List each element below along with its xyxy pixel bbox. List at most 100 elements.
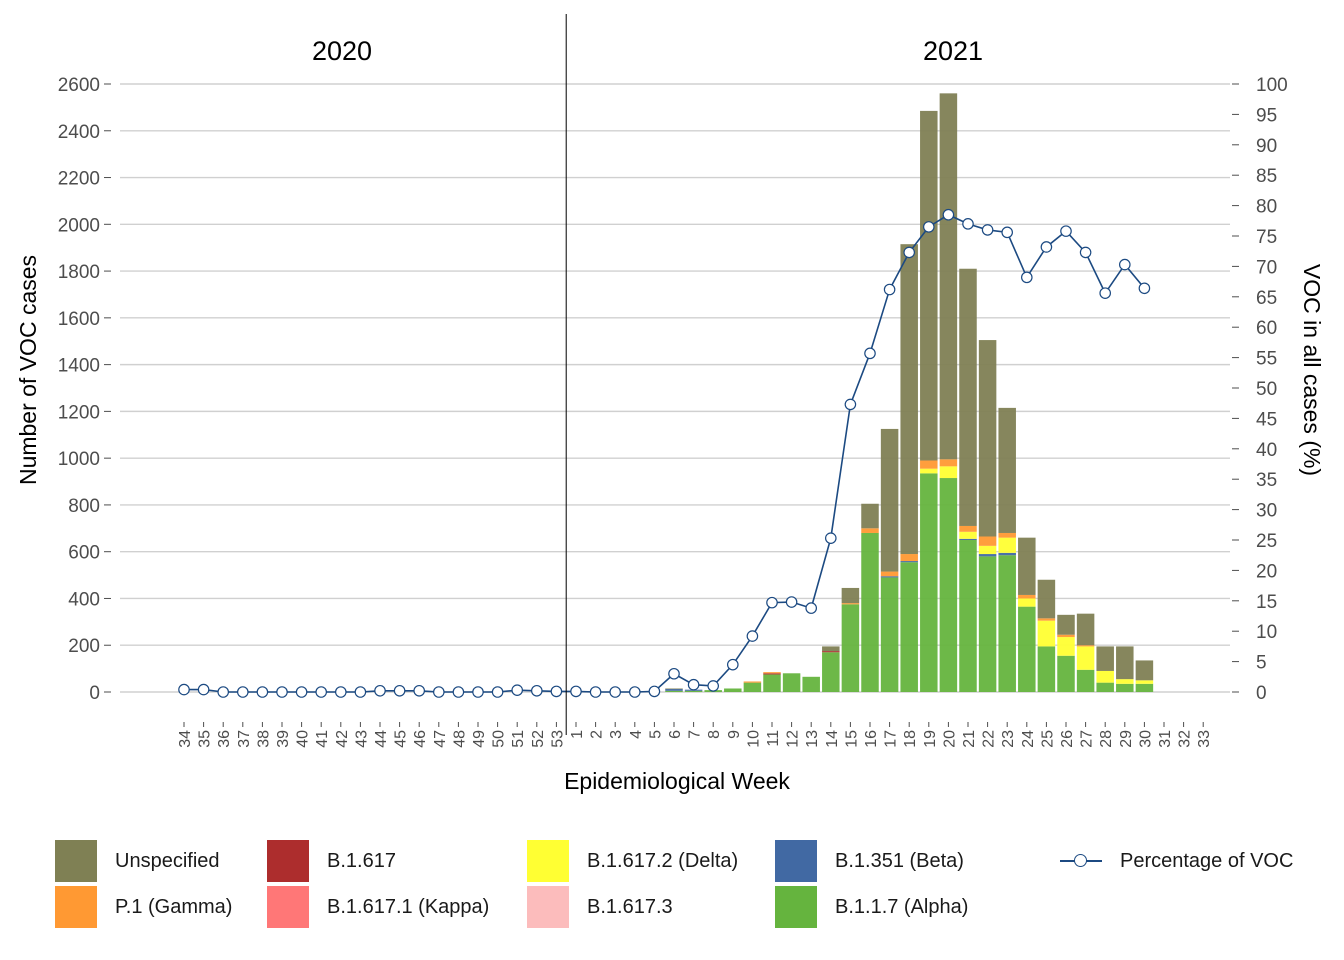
x-tick-label: 8 [706, 730, 723, 739]
bar-b-1-617-2-delta-wk24 [1018, 598, 1036, 607]
percentage-point [472, 686, 484, 698]
x-tick-label: 10 [745, 730, 762, 748]
bar-b-1-1-7-alpha-wk12 [782, 673, 801, 692]
x-tick-label: 32 [1177, 730, 1194, 748]
y2-tick-label: 55 [1256, 349, 1277, 370]
y2-tick-label: 40 [1256, 440, 1277, 461]
bar-b-1-617-wk11 [763, 673, 781, 675]
bar-unspecified-wk20 [939, 93, 958, 460]
percentage-point [805, 602, 817, 614]
bar-b-1-617-2-delta-wk20 [939, 466, 958, 479]
percentage-point [864, 347, 876, 360]
x-tick-label: 3 [608, 730, 625, 739]
percentage-point [648, 685, 661, 698]
bar-p-1-gamma-wk17 [880, 571, 899, 577]
percentage-point [413, 684, 425, 697]
x-tick-label: 25 [1039, 730, 1056, 748]
x-tick-label: 42 [334, 730, 351, 748]
bar-unspecified-wk25 [1037, 579, 1056, 619]
x-tick-label: 43 [353, 730, 370, 748]
bar-unspecified-wk22 [978, 340, 997, 537]
bar-unspecified-wk18 [900, 244, 918, 555]
percentage-point [295, 686, 308, 698]
y2-tick-label: 0 [1256, 683, 1267, 704]
x-tick-label: 6 [667, 730, 684, 739]
y2-tick-label: 65 [1256, 288, 1277, 309]
voc-chart: 0200400600800100012001400160018002000220… [15, 14, 1325, 794]
bar-p-1-gamma-wk25 [1037, 618, 1056, 621]
percentage-point [628, 686, 641, 698]
x-tick-label: 49 [471, 730, 488, 748]
x-tick-label: 7 [687, 730, 704, 739]
bar-p-1-gamma-wk19 [920, 460, 938, 469]
percentage-point [981, 224, 994, 236]
legend-swatch-kappa [267, 886, 309, 928]
bar-b-1-1-7-alpha-wk11 [763, 674, 781, 692]
x-tick-label: 41 [314, 730, 331, 748]
y-tick-label: 2600 [58, 75, 100, 96]
x-tick-label: 34 [177, 730, 194, 748]
legend-swatch-beta [775, 840, 817, 882]
legend-label: B.1.1.7 (Alpha) [835, 895, 969, 918]
y-tick-label: 0 [89, 683, 100, 704]
bar-unspecified-wk16 [861, 503, 879, 529]
line-point-icon [1060, 840, 1102, 882]
x-tick-label: 47 [432, 730, 449, 748]
percentage-point [217, 686, 229, 698]
percentage-point [707, 680, 719, 692]
x-tick-label: 13 [804, 730, 821, 748]
bar-b-1-1-7-alpha-wk29 [1116, 683, 1134, 692]
x-tick-label: 1 [569, 730, 586, 739]
x-tick-label: 31 [1157, 730, 1174, 748]
bar-b-1-1-7-alpha-wk10 [743, 682, 762, 692]
bar-unspecified-wk24 [1018, 537, 1036, 595]
bar-unspecified-wk19 [920, 110, 938, 461]
percentage-point [393, 684, 406, 697]
bar-b-1-1-7-alpha-wk20 [939, 478, 958, 692]
percentage-point [276, 686, 288, 698]
percentage-point [1079, 246, 1092, 259]
legend-label: B.1.617.3 [587, 895, 673, 918]
percentage-point [844, 398, 857, 411]
bar-b-1-1-7-alpha-wk16 [861, 532, 879, 692]
percentage-point [1001, 226, 1013, 239]
y2-tick-label: 70 [1256, 257, 1277, 278]
y2-tick-label: 25 [1256, 531, 1277, 552]
x-tick-label: 38 [255, 730, 272, 748]
bar-b-1-1-7-alpha-wk6 [665, 690, 683, 692]
percentage-point [1138, 282, 1151, 295]
percentage-point [491, 686, 504, 698]
legend-label: B.1.617 [327, 849, 396, 872]
x-tick-label: 11 [765, 730, 782, 747]
legend-item-kappa: B.1.617.1 (Kappa) [267, 886, 489, 928]
bar-p-1-gamma-wk22 [978, 536, 997, 546]
x-axis-title: Epidemiological Week [564, 768, 790, 794]
y-tick-label: 1200 [58, 402, 100, 423]
percentage-line-layer [178, 208, 1151, 698]
legend-item-unspecified: Unspecified [55, 840, 220, 882]
percentage-point [746, 630, 759, 642]
x-tick-label: 30 [1137, 730, 1154, 748]
percentage-point [785, 596, 798, 608]
bar-unspecified-wk29 [1116, 646, 1134, 680]
x-tick-label: 18 [902, 730, 919, 748]
bar-p-1-gamma-wk10 [743, 681, 762, 683]
y2-tick-label: 10 [1256, 622, 1277, 643]
x-tick-label: 26 [1059, 730, 1076, 748]
bar-b-1-1-7-alpha-wk26 [1057, 655, 1075, 692]
bar-b-1-617-2-delta-wk22 [978, 545, 997, 555]
bar-unspecified-wk6 [665, 688, 683, 690]
bar-b-1-351-beta-wk21 [959, 538, 977, 540]
legend-item-b16173: B.1.617.3 [527, 886, 673, 928]
bar-unspecified-wk28 [1096, 646, 1114, 671]
bar-b-1-1-7-alpha-wk27 [1076, 669, 1095, 692]
legend-label: B.1.617.2 (Delta) [587, 849, 739, 872]
bar-b-1-617-wk14 [822, 651, 840, 653]
percentage-point [824, 532, 837, 544]
y2-tick-label: 100 [1256, 75, 1288, 96]
x-tick-label: 4 [628, 730, 645, 739]
legend-label: Unspecified [115, 849, 220, 872]
x-tick-label: 19 [922, 730, 939, 748]
percentage-point [883, 283, 896, 296]
bar-unspecified-wk30 [1135, 660, 1154, 681]
